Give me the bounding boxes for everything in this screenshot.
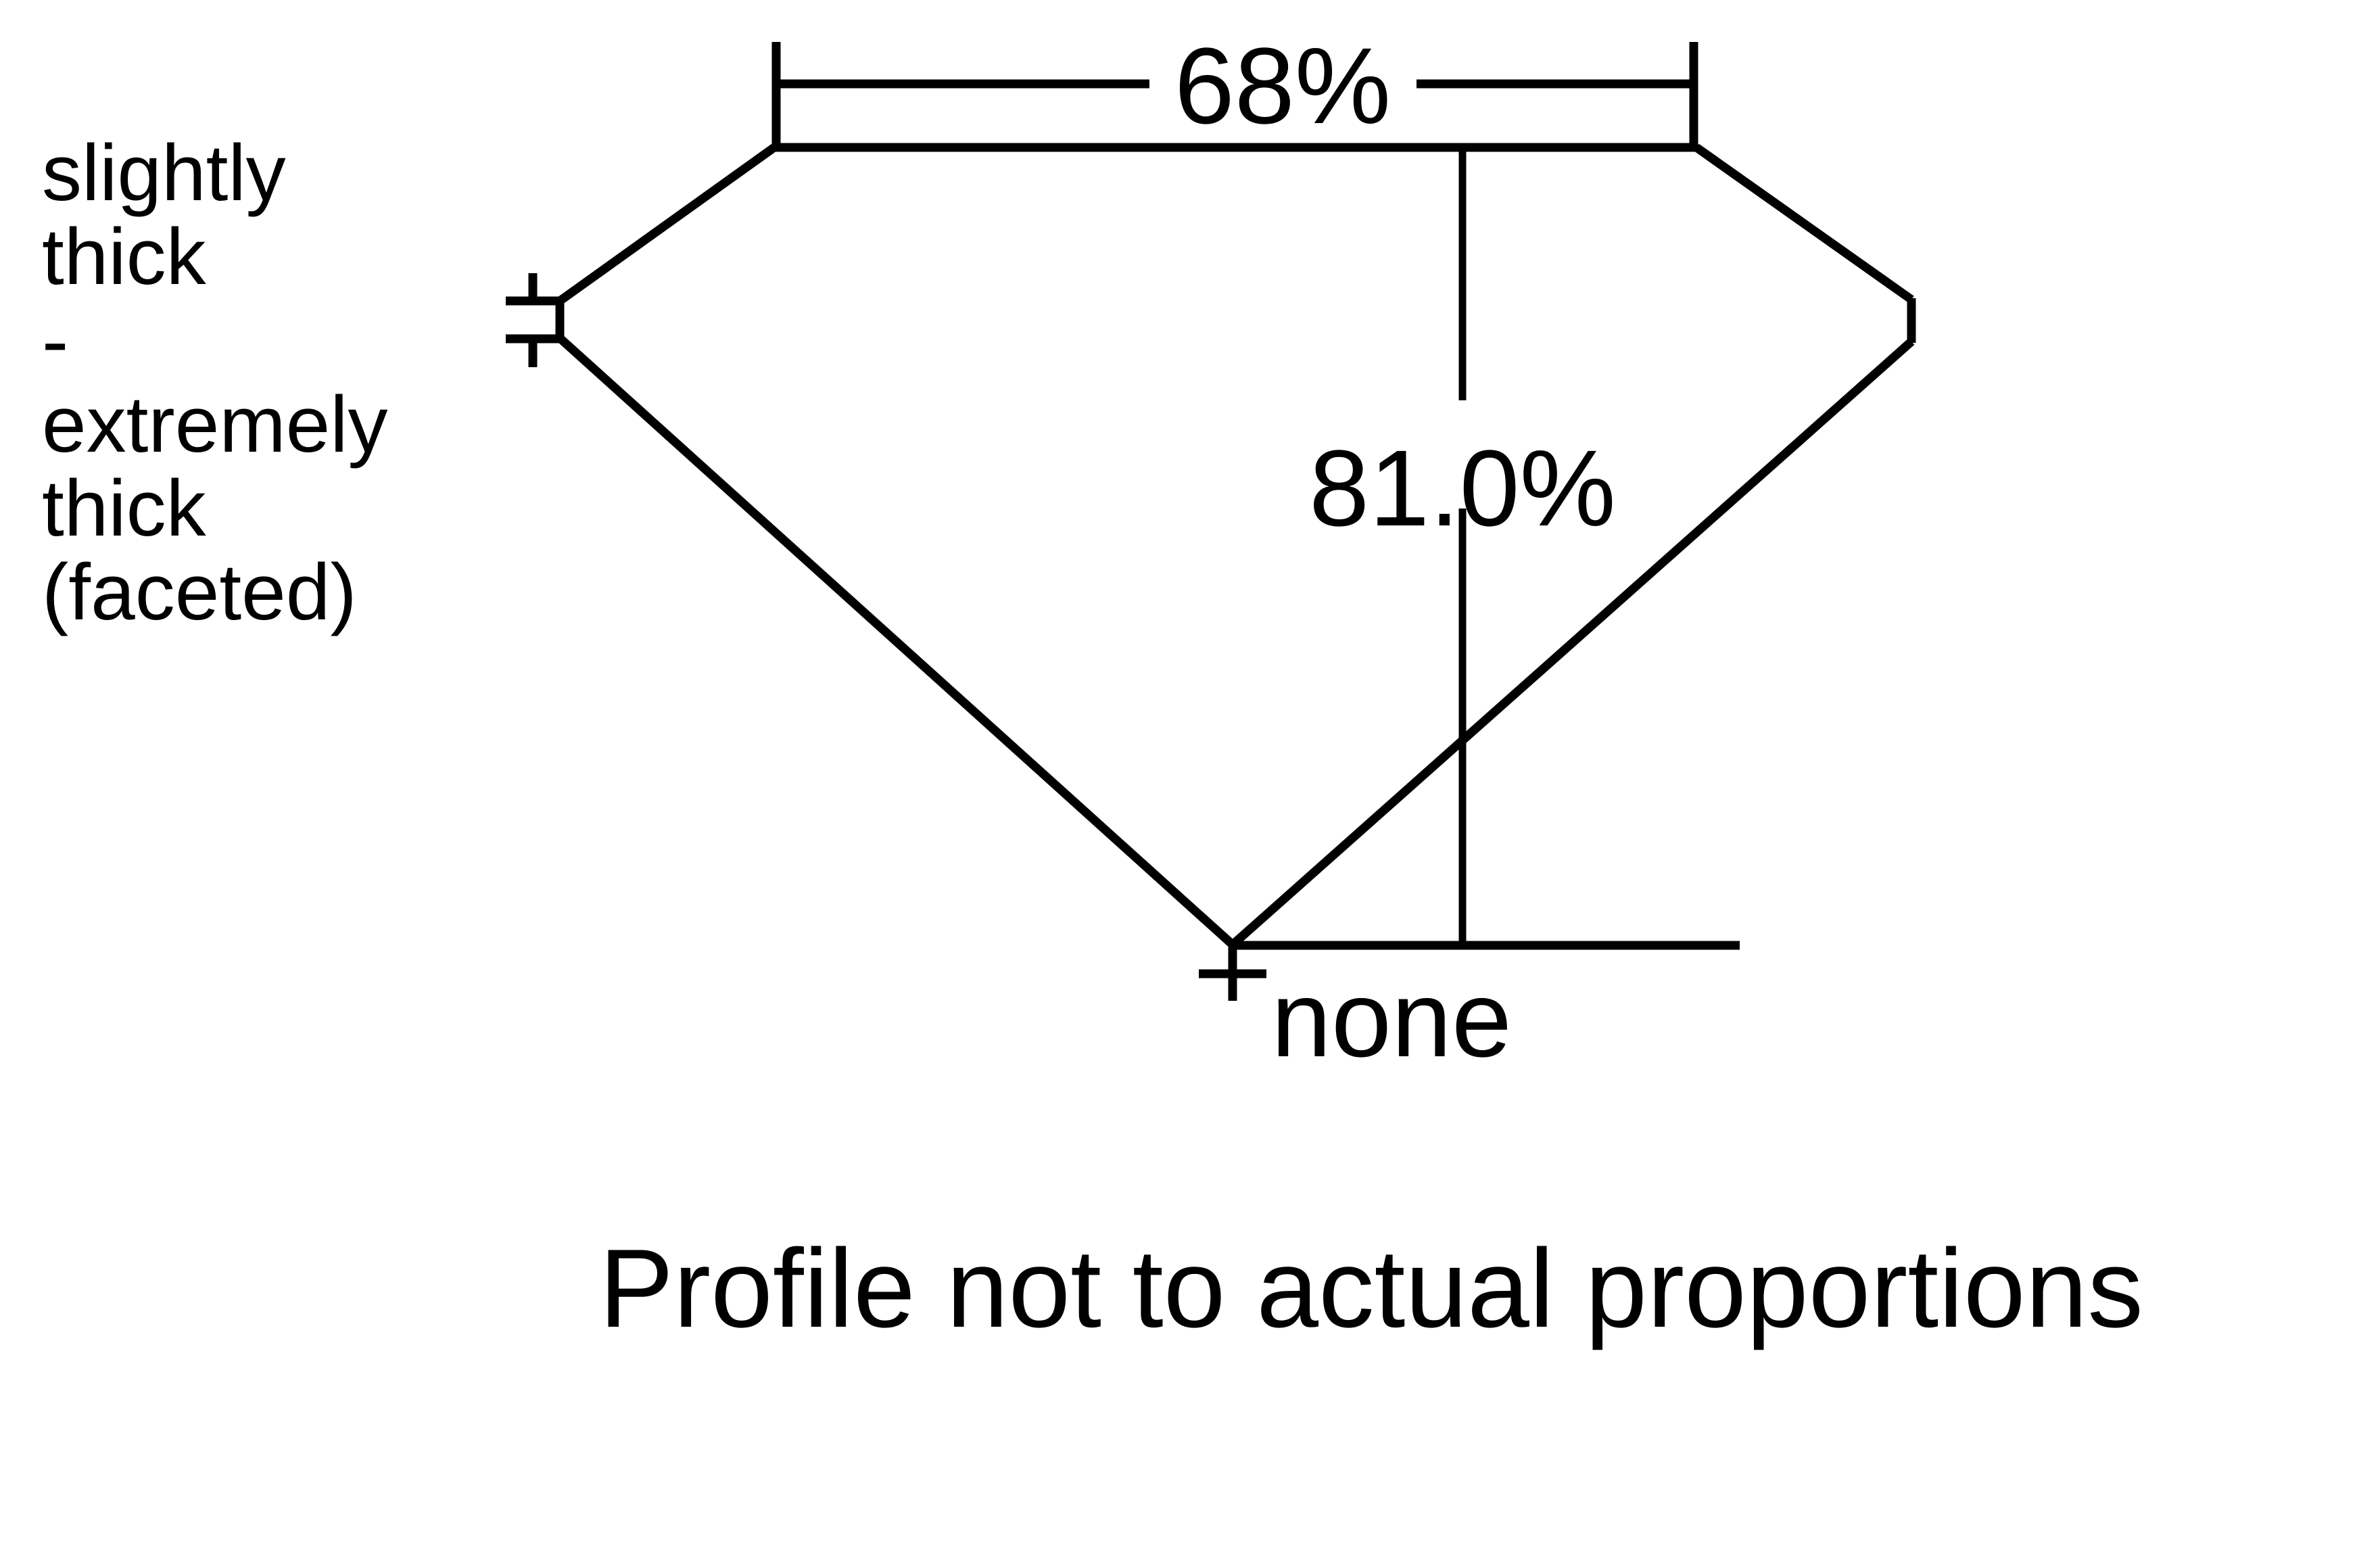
table-width-dimension: 68% [771,25,1698,147]
girdle-label-line-3: - [42,296,68,385]
girdle-label-line-6: (faceted) [42,548,357,637]
culet-group: none [1199,941,1740,1079]
depth-percent-text: 81.0% [1309,427,1616,548]
pavilion-left-line [556,335,1236,948]
table-percent-text: 68% [1174,25,1391,146]
pavilion-right-line [1229,338,1915,948]
crown-left-line [557,143,777,305]
figure-caption: Profile not to actual proportions [599,1226,2143,1350]
girdle-label-line-2: thick [42,212,207,302]
girdle-label-line-1: slightly [42,128,286,218]
total-depth-dimension: 81.0% [1309,147,1616,947]
culet-text: none [1271,958,1512,1079]
girdle-thickness-label: slightly thick - extremely thick (facete… [42,128,387,637]
crown-right-line [1694,143,1914,304]
girdle-label-line-4: extremely [42,380,387,469]
girdle-thickness-marker [506,273,563,367]
girdle-label-line-5: thick [42,464,207,553]
diamond-outline [555,143,1916,948]
